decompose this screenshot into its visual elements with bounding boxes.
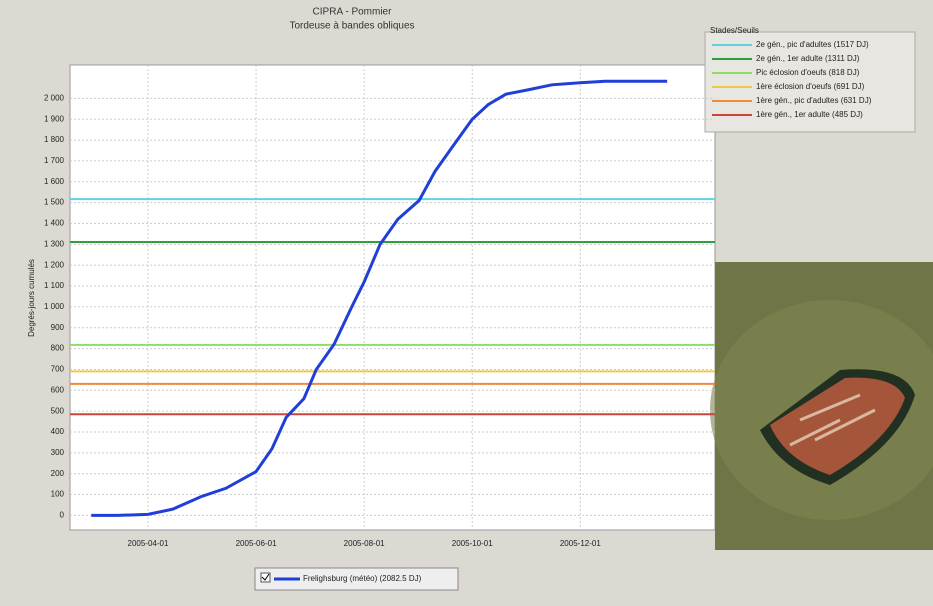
legend-label: Pic éclosion d'oeufs (818 DJ) [756, 68, 860, 77]
y-tick-label: 900 [51, 323, 65, 332]
chart-title: CIPRA - Pommier [313, 7, 393, 18]
legend-label: 1ère éclosion d'oeufs (691 DJ) [756, 82, 865, 91]
legend-label: Frelighsburg (météo) (2082.5 DJ) [303, 574, 422, 583]
x-tick-label: 2005-04-01 [128, 539, 169, 548]
x-tick-label: 2005-06-01 [236, 539, 277, 548]
y-tick-label: 1 200 [44, 260, 65, 269]
x-tick-label: 2005-12-01 [560, 539, 601, 548]
y-tick-label: 500 [51, 406, 65, 415]
y-tick-label: 0 [60, 511, 65, 520]
y-tick-label: 700 [51, 365, 65, 374]
x-tick-label: 2005-10-01 [452, 539, 493, 548]
y-tick-label: 1 500 [44, 198, 65, 207]
plot-area [70, 65, 715, 530]
y-tick-label: 1 400 [44, 219, 65, 228]
screen: CIPRA - Pommier Tordeuse à bandes obliqu… [0, 0, 933, 606]
y-axis-label: Degrés-jours cumulés [27, 259, 36, 337]
photo [710, 262, 933, 550]
y-tick-label: 1 800 [44, 135, 65, 144]
x-tick-label: 2005-08-01 [344, 539, 385, 548]
y-tick-label: 1 700 [44, 156, 65, 165]
y-tick-label: 800 [51, 344, 65, 353]
legend-label: 1ère gén., 1er adulte (485 DJ) [756, 110, 863, 119]
y-tick-label: 1 300 [44, 239, 65, 248]
y-tick-label: 200 [51, 469, 65, 478]
legend-label: 2e gén., 1er adulte (1311 DJ) [756, 54, 860, 63]
y-tick-label: 1 000 [44, 302, 65, 311]
y-tick-label: 1 900 [44, 114, 65, 123]
legend-label: 1ère gén., pic d'adultes (631 DJ) [756, 96, 872, 105]
y-tick-label: 400 [51, 427, 65, 436]
y-tick-label: 1 100 [44, 281, 65, 290]
y-tick-label: 100 [51, 490, 65, 499]
y-tick-label: 600 [51, 385, 65, 394]
chart-subtitle: Tordeuse à bandes obliques [289, 21, 414, 32]
y-tick-label: 1 600 [44, 177, 65, 186]
y-tick-label: 2 000 [44, 93, 65, 102]
legend-title: Stades/Seuils [710, 26, 759, 35]
legend-label: 2e gén., pic d'adultes (1517 DJ) [756, 40, 869, 49]
y-tick-label: 300 [51, 448, 65, 457]
